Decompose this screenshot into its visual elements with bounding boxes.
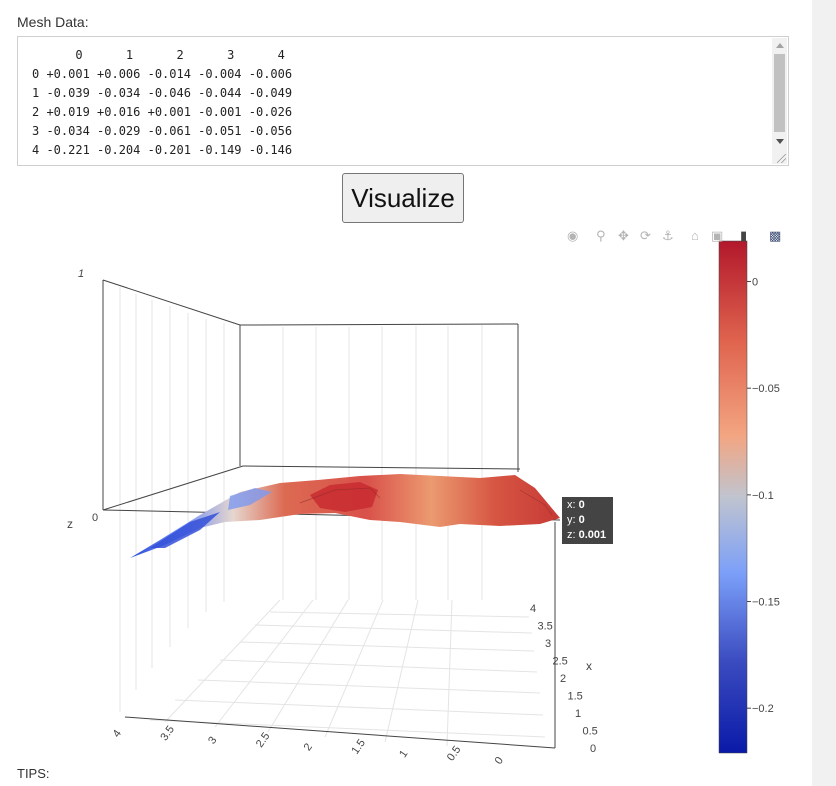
pan-icon[interactable]: ✥ — [618, 228, 629, 243]
surface-mesh — [130, 474, 560, 558]
zoom-icon[interactable]: ⚲ — [596, 228, 606, 243]
x-tick-label: 3.5 — [538, 621, 553, 633]
y-tick-label: 0.5 — [445, 744, 464, 763]
scroll-up-arrow-icon[interactable] — [776, 43, 784, 48]
y-tick-label: 3.5 — [158, 724, 177, 743]
back-wall-back — [282, 325, 483, 600]
colorbar-ticks: 0 −0.05 −0.1 −0.15 −0.2 — [747, 277, 780, 715]
y-tick-label: 4 — [111, 728, 124, 740]
mesh-data-textarea[interactable]: 0 1 2 3 4 0 +0.001 +0.006 -0.014 -0.004 … — [17, 36, 789, 166]
y-tick-label: 2 — [302, 741, 315, 753]
colorbar-tick-label: 0 — [752, 277, 758, 289]
x-tick-label: 1.5 — [568, 691, 583, 703]
y-tick-label: 0 — [493, 755, 506, 767]
colorbar-tick-label: −0.2 — [752, 703, 774, 715]
camera-icon[interactable]: ◉ — [567, 228, 579, 243]
colorbar-tick-label: −0.1 — [752, 490, 774, 502]
x-tick-label: 1 — [575, 708, 581, 720]
scroll-thumb[interactable] — [774, 54, 785, 132]
reset-camera-icon[interactable]: ▣ — [711, 228, 724, 243]
x-tick-group: 0 0.51 1.52 2.53 3.54 — [530, 603, 598, 755]
page-scroll-gutter — [812, 0, 836, 786]
orbit-rotation-icon[interactable]: ⟳ — [640, 228, 651, 243]
hover-x-value: 0 — [578, 499, 585, 511]
hover-z-value: 0.001 — [578, 529, 607, 541]
hover-y-row: y: 0 — [567, 513, 613, 528]
hover-z-row: z: 0.001 — [567, 528, 613, 543]
resize-grip-icon[interactable] — [777, 154, 786, 163]
x-tick-label: 0.5 — [583, 726, 598, 738]
home-icon[interactable]: ⌂ — [691, 228, 699, 243]
hover-y-value: 0 — [578, 514, 585, 526]
tips-label: TIPS: — [17, 766, 50, 781]
x-tick-label: 4 — [530, 603, 536, 615]
z-tick-label: 0 — [92, 512, 98, 524]
x-axis-title: x — [586, 659, 592, 673]
plotly-logo-icon[interactable]: ▩ — [769, 228, 782, 243]
hover-y-label: y: — [567, 514, 576, 526]
y-tick-label: 2.5 — [254, 730, 273, 749]
x-tick-label: 3 — [545, 638, 551, 650]
hover-x-label: x: — [567, 499, 576, 511]
x-tick-label: 0 — [590, 743, 596, 755]
floor-grid — [149, 599, 546, 747]
x-tick-label: 2.5 — [553, 656, 568, 668]
mesh-data-text[interactable]: 0 1 2 3 4 0 +0.001 +0.006 -0.014 -0.004 … — [32, 48, 293, 157]
scroll-down-arrow-icon[interactable] — [776, 139, 784, 144]
z-axis-title: z — [67, 517, 73, 531]
visualize-button[interactable]: Visualize — [342, 173, 464, 223]
hover-z-label: z: — [567, 529, 576, 541]
mesh-data-label: Mesh Data: — [17, 14, 89, 30]
hover-tooltip: x: 0 y: 0 z: 0.001 — [562, 497, 613, 544]
colorbar-tick-label: −0.05 — [752, 383, 780, 395]
z-tick-label: 1 — [78, 268, 84, 280]
textarea-scrollbar[interactable] — [772, 38, 787, 164]
y-tick-label: 1.5 — [349, 737, 368, 756]
turntable-rotation-icon[interactable]: ⚓ — [662, 228, 674, 243]
x-tick-label: 2 — [560, 673, 566, 685]
colorbar-tick-label: −0.15 — [752, 597, 780, 609]
back-wall-left — [119, 287, 225, 712]
hover-x-row: x: 0 — [567, 498, 613, 513]
plot-modebar: ◉ ⚲ ✥ ⟳ ⚓ ⌂ ▣ ▮ ▩ — [560, 228, 790, 244]
y-tick-label: 3 — [206, 735, 219, 747]
y-tick-label: 1 — [397, 748, 410, 760]
hover-toggle-icon[interactable]: ▮ — [740, 228, 748, 243]
colorbar — [718, 240, 748, 754]
